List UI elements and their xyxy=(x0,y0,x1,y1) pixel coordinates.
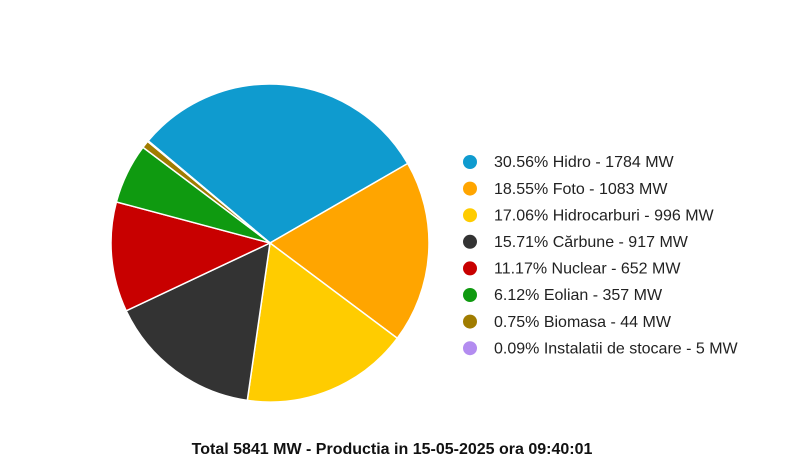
legend-swatch xyxy=(463,261,477,276)
legend-label: 0.75% Biomasa - 44 MW xyxy=(494,314,672,331)
legend-label: 0.09% Instalatii de stocare - 5 MW xyxy=(494,340,739,357)
pie-slice xyxy=(246,241,399,403)
legend-swatch xyxy=(463,314,477,329)
legend-label: 15.71% Cărbune - 917 MW xyxy=(494,234,689,251)
pie-slice xyxy=(268,162,430,340)
legend-swatch xyxy=(463,341,477,356)
legend-label: 30.56% Hidro - 1784 MW xyxy=(494,154,675,171)
legend-swatch xyxy=(463,234,477,249)
pie-slice xyxy=(110,201,273,312)
legend-label: 6.12% Eolian - 357 MW xyxy=(494,287,663,304)
legend-swatch xyxy=(463,288,477,302)
pie-slice xyxy=(125,241,271,402)
legend-label: 18.55% Foto - 1083 MW xyxy=(494,181,668,198)
pie-slice xyxy=(146,139,271,244)
footer: Total 5841 MW - Productia in 15-05-2025 … xyxy=(192,441,593,458)
legend-swatch xyxy=(463,155,477,169)
legend-swatch xyxy=(463,181,477,196)
pie-slice xyxy=(147,83,409,244)
legend-label: 11.17% Nuclear - 652 MW xyxy=(494,261,681,278)
legend-label: 17.06% Hidrocarburi - 996 MW xyxy=(494,207,715,224)
legend-swatch xyxy=(463,208,477,223)
